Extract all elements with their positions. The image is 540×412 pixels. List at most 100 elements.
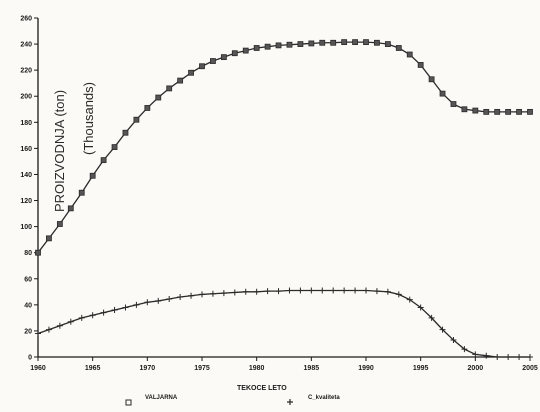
data-point-plus bbox=[439, 326, 446, 333]
data-point-square bbox=[231, 50, 238, 57]
y-tick-label: 100 bbox=[20, 224, 32, 231]
data-point-square bbox=[516, 108, 522, 115]
data-point-plus bbox=[494, 354, 501, 360]
data-point-plus bbox=[384, 288, 391, 295]
x-tick-label: 1960 bbox=[30, 365, 46, 372]
data-point-plus bbox=[505, 354, 512, 360]
data-point-plus bbox=[363, 287, 369, 294]
data-point-plus bbox=[450, 337, 457, 344]
y-tick-label: 220 bbox=[20, 68, 32, 75]
legend-label-c-kvaliteta: C_kvaliteta bbox=[308, 395, 340, 401]
x-tick-label: 1985 bbox=[304, 365, 320, 372]
data-point-plus bbox=[395, 291, 402, 298]
data-point-plus bbox=[78, 314, 85, 321]
y-tick-label: 40 bbox=[24, 302, 32, 309]
x-tick-label: 1970 bbox=[140, 365, 156, 372]
data-point-square bbox=[78, 189, 85, 196]
data-point-square bbox=[67, 205, 74, 212]
data-point-square bbox=[527, 108, 533, 115]
data-point-square bbox=[461, 106, 468, 113]
x-tick-label: 2005 bbox=[522, 365, 538, 372]
data-point-plus bbox=[253, 288, 260, 295]
data-point-square bbox=[46, 235, 52, 242]
data-point-square bbox=[89, 172, 96, 179]
data-point-square bbox=[363, 39, 369, 46]
data-point-plus bbox=[472, 351, 479, 358]
data-point-square bbox=[144, 105, 151, 111]
data-point-square bbox=[494, 108, 501, 115]
x-tick-label: 1990 bbox=[358, 365, 374, 372]
data-point-plus bbox=[188, 292, 195, 299]
data-point-square bbox=[297, 41, 304, 47]
legend: VALJARNA C_kvaliteta bbox=[125, 395, 340, 406]
y-tick-label: 120 bbox=[20, 198, 32, 205]
x-tick-label: 1975 bbox=[194, 365, 210, 372]
x-tick-label: 2000 bbox=[468, 365, 484, 372]
data-point-plus bbox=[264, 288, 271, 295]
data-point-plus bbox=[144, 299, 151, 306]
data-point-plus bbox=[89, 312, 96, 319]
data-point-plus bbox=[67, 318, 74, 325]
data-point-square bbox=[330, 39, 337, 46]
y-tick-label: 160 bbox=[20, 146, 32, 153]
data-point-plus bbox=[100, 309, 107, 316]
data-point-square bbox=[275, 42, 282, 49]
data-point-plus bbox=[319, 287, 326, 294]
series-line-0 bbox=[37, 41, 530, 254]
legend-label-valjarna: VALJARNA bbox=[145, 395, 178, 401]
data-point-plus bbox=[122, 304, 129, 311]
data-point-square bbox=[428, 76, 435, 83]
data-point-plus bbox=[417, 304, 424, 311]
data-point-plus bbox=[45, 326, 52, 333]
data-point-square bbox=[111, 144, 118, 150]
data-point-plus bbox=[428, 314, 435, 321]
data-point-plus bbox=[35, 330, 41, 337]
data-point-square bbox=[352, 39, 358, 46]
y-axis-label-line1: PROIZVODNJA (ton) bbox=[52, 90, 67, 212]
data-point-square bbox=[242, 47, 249, 54]
data-point-plus bbox=[177, 294, 184, 301]
data-point-square bbox=[177, 77, 184, 84]
data-point-plus bbox=[308, 287, 315, 294]
y-axis-label-line2: (Thousands) bbox=[81, 82, 96, 155]
data-point-plus bbox=[373, 288, 380, 295]
data-point-plus bbox=[516, 354, 523, 360]
data-point-plus bbox=[111, 307, 118, 314]
y-tick-label: 60 bbox=[24, 276, 32, 283]
data-point-square bbox=[264, 43, 271, 50]
data-point-square bbox=[199, 63, 205, 70]
y-tick-label: 80 bbox=[24, 250, 32, 257]
data-point-square bbox=[395, 45, 402, 51]
y-tick-label: 240 bbox=[20, 42, 32, 49]
data-point-plus bbox=[199, 291, 205, 298]
y-tick-label: 180 bbox=[20, 120, 32, 127]
data-point-plus bbox=[330, 287, 337, 294]
y-tick-label: 0 bbox=[28, 355, 32, 362]
data-point-square bbox=[505, 108, 512, 115]
data-point-plus bbox=[242, 288, 249, 295]
data-point-square bbox=[417, 62, 424, 68]
data-point-square bbox=[210, 58, 216, 64]
data-point-square bbox=[122, 129, 129, 136]
data-point-square bbox=[253, 45, 260, 51]
chart-axes bbox=[37, 18, 530, 358]
data-point-square bbox=[450, 101, 457, 107]
x-tick-label: 1995 bbox=[413, 365, 429, 372]
data-point-square bbox=[472, 107, 479, 114]
data-point-plus bbox=[297, 287, 304, 294]
data-point-plus bbox=[209, 290, 216, 297]
legend-marker-square bbox=[125, 399, 132, 406]
data-point-square bbox=[439, 90, 446, 97]
data-point-square bbox=[220, 54, 227, 61]
y-tick-label: 20 bbox=[24, 328, 32, 335]
data-point-square bbox=[133, 116, 140, 123]
y-tick-label: 200 bbox=[20, 94, 32, 101]
x-axis-ticks: 1960 1965 1970 1975 1980 1985 1990 1995 2000 2005 bbox=[30, 357, 538, 372]
data-point-square bbox=[188, 69, 194, 76]
data-point-plus bbox=[155, 297, 162, 304]
data-point-plus bbox=[286, 287, 293, 294]
data-point-square bbox=[155, 94, 162, 101]
data-point-plus bbox=[406, 296, 413, 303]
x-tick-label: 1965 bbox=[85, 365, 101, 372]
